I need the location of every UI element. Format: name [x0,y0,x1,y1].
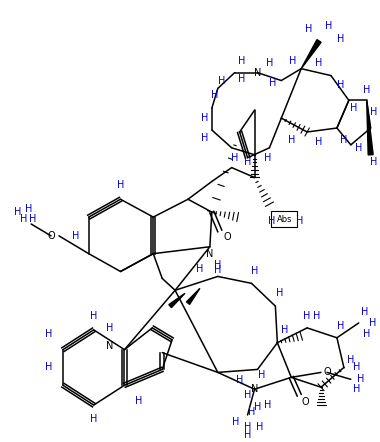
Text: H: H [347,354,355,365]
Text: H: H [361,307,368,317]
Text: Abs: Abs [277,214,292,224]
Text: H: H [90,311,97,321]
Text: H: H [337,80,345,91]
Text: H: H [14,207,21,217]
Text: H: H [25,204,33,214]
Text: H: H [218,76,225,86]
Text: H: H [201,113,209,123]
Text: N: N [106,341,113,351]
Text: N: N [251,384,258,394]
Text: H: H [306,24,313,34]
Text: H: H [269,77,276,88]
Text: H: H [337,34,345,44]
Text: H: H [370,107,377,117]
Text: H: H [357,374,364,385]
Text: H: H [90,414,97,424]
Text: H: H [231,152,238,163]
Text: H: H [369,318,376,328]
Text: H: H [45,329,53,339]
Text: H: H [238,56,245,66]
Text: O: O [323,367,331,377]
Polygon shape [187,288,200,305]
Text: H: H [288,56,296,66]
Text: H: H [244,422,251,432]
Text: H: H [214,266,222,275]
Text: H: H [337,321,345,331]
Text: H: H [201,133,209,143]
Text: H: H [236,375,243,385]
Text: H: H [315,58,323,68]
Text: H: H [258,370,265,381]
Text: H: H [106,323,113,333]
Text: N: N [206,249,214,259]
Text: H: H [72,231,79,241]
Text: H: H [264,152,271,163]
Text: H: H [363,329,370,339]
Text: H: H [244,430,251,440]
Text: H: H [211,90,218,100]
Text: O: O [224,232,231,242]
Text: H: H [232,417,239,427]
Text: H: H [264,400,271,410]
Text: H: H [350,103,358,113]
Text: H: H [304,311,311,321]
Text: H: H [244,390,251,400]
Text: O: O [47,231,55,241]
Text: H: H [340,135,348,145]
Text: N: N [254,68,261,78]
Text: H: H [370,156,377,167]
Text: H: H [135,396,142,406]
Text: H: H [248,407,255,417]
Text: H: H [288,135,295,145]
Text: H: H [353,362,361,373]
Text: H: H [276,288,283,298]
Text: H: H [244,156,251,167]
Text: H: H [251,267,258,277]
Text: H: H [353,384,361,394]
Text: H: H [30,214,37,224]
Text: H: H [296,216,303,226]
Text: H: H [363,85,370,95]
Text: H: H [256,422,263,432]
Text: H: H [45,362,53,373]
Text: H: H [19,214,27,224]
Text: H: H [214,259,222,270]
Text: H: H [280,325,288,335]
Text: H: H [254,402,261,412]
Text: O: O [301,397,309,407]
Text: H: H [315,137,323,147]
Text: H: H [355,143,363,153]
Polygon shape [367,100,373,155]
Text: H: H [266,58,273,68]
FancyBboxPatch shape [271,211,297,227]
Text: H: H [325,21,332,31]
Text: H: H [196,263,204,274]
Text: H: H [238,73,245,84]
Text: H: H [117,180,124,191]
Polygon shape [169,293,185,308]
Text: H: H [314,311,321,321]
Polygon shape [301,40,321,69]
Text: H: H [268,216,275,226]
